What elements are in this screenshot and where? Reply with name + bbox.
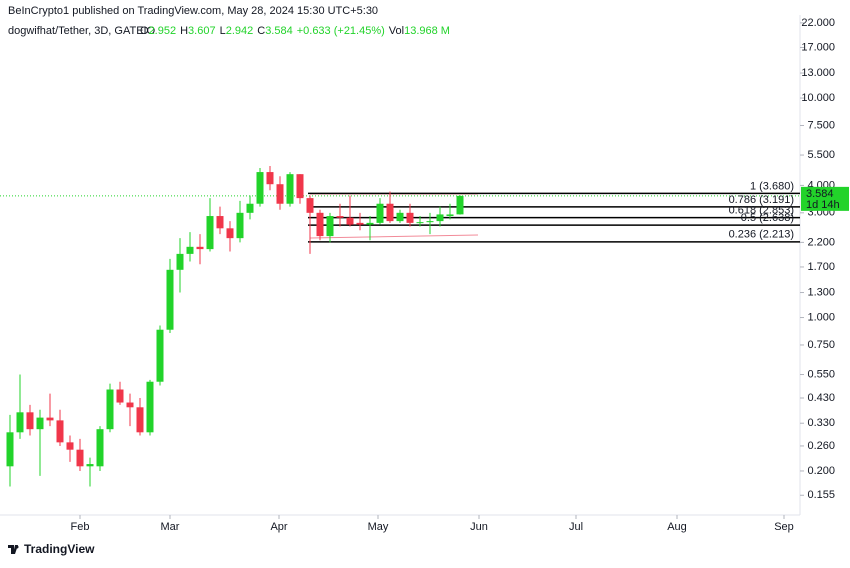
fib-label: 0.5 (2.638) <box>741 212 794 224</box>
ohlc-value: 2.952 <box>149 25 177 37</box>
change: +0.633 (+21.45%) <box>297 25 385 37</box>
y-tick-label: 0.200 <box>807 465 835 477</box>
candle-body <box>306 198 314 213</box>
publisher: BeInCrypto1 published on TradingView.com… <box>8 5 378 17</box>
candle-body <box>376 203 384 223</box>
x-tick-label: Mar <box>161 521 180 533</box>
y-tick-label: 1.000 <box>807 311 835 323</box>
candle-body <box>46 417 54 421</box>
candle-body <box>386 203 394 222</box>
candle-body <box>76 449 84 467</box>
y-tick-label: 1.700 <box>807 261 835 273</box>
candle-body <box>116 389 124 403</box>
fib-label: 0.618 (2.853) <box>729 205 794 217</box>
candle-body <box>236 212 244 239</box>
candle-body <box>246 203 254 213</box>
ohlc-value: 3.584 <box>265 25 293 37</box>
candle-body <box>96 429 104 467</box>
ohlc-value: 3.607 <box>188 25 216 37</box>
candle-body <box>416 222 424 224</box>
y-tick-label: 0.155 <box>807 489 835 501</box>
candle-body <box>106 389 114 430</box>
y-tick-label: 0.550 <box>807 368 835 380</box>
trend-line <box>309 234 479 239</box>
y-tick-label: 13.000 <box>801 67 835 79</box>
candle-body <box>196 246 204 250</box>
fib-label: 0.236 (2.213) <box>729 229 794 241</box>
candle-body <box>366 222 374 225</box>
y-tick-label: 7.500 <box>807 119 835 131</box>
candle-body <box>436 214 444 222</box>
y-tick-label: 0.330 <box>807 417 835 429</box>
logo <box>8 545 19 554</box>
candle-body <box>296 174 304 199</box>
x-tick-label: Jun <box>470 521 488 533</box>
candle-body <box>396 212 404 222</box>
ohlc-key: C <box>257 25 265 37</box>
price-box <box>801 186 849 211</box>
fib-label: 0.786 (3.191) <box>729 194 794 206</box>
y-tick-label: 0.750 <box>807 339 835 351</box>
y-tick-label: 0.430 <box>807 392 835 404</box>
candle-body <box>456 195 464 215</box>
candle-body <box>166 269 174 330</box>
candle-body <box>316 212 324 237</box>
ohlc-key: L <box>220 25 226 37</box>
candle-body <box>136 407 144 433</box>
y-tick-label: 5.500 <box>807 149 835 161</box>
candle-body <box>356 222 364 225</box>
candle-body <box>216 216 224 229</box>
y-tick-label: 17.000 <box>801 41 835 53</box>
countdown: 1d 14h <box>806 199 840 211</box>
ohlc-legend: O2.952 H3.607 L2.942 C3.584 +0.633 (+21.45%)… <box>140 25 450 37</box>
brand: TradingView <box>24 542 95 556</box>
y-tick-label: 2.200 <box>807 236 835 248</box>
x-tick-label: Aug <box>667 521 687 533</box>
candle-body <box>156 329 164 382</box>
candle-body <box>146 381 154 433</box>
y-tick-label: 0.260 <box>807 440 835 452</box>
candle-body <box>36 417 44 430</box>
price-label: 3.584 <box>806 188 834 200</box>
candle-body <box>66 442 74 450</box>
candle-body <box>326 216 334 237</box>
volume-key: Vol <box>389 25 404 37</box>
ohlc-key: O <box>140 25 149 37</box>
x-tick-label: Sep <box>774 521 794 533</box>
symbol: dogwifhat/Tether, 3D, GATEIO <box>8 25 156 37</box>
x-tick-label: Jul <box>569 521 583 533</box>
candle-body <box>266 172 274 185</box>
ohlc-key: H <box>180 25 188 37</box>
y-tick-label: 1.300 <box>807 286 835 298</box>
candle-body <box>6 432 14 467</box>
candle-body <box>56 420 64 443</box>
candle-body <box>26 412 34 430</box>
candle-body <box>16 412 24 433</box>
candle-body <box>86 464 94 467</box>
candle-body <box>446 214 454 217</box>
volume: 13.968 M <box>404 25 450 37</box>
candle-body <box>346 217 354 225</box>
candle-body <box>406 212 414 223</box>
candle-body <box>276 184 284 204</box>
x-tick-label: Apr <box>270 521 287 533</box>
candle-body <box>286 174 294 204</box>
candle-body <box>256 172 264 204</box>
ohlc-value: 2.942 <box>226 25 254 37</box>
candle-body <box>426 221 434 223</box>
candle-body <box>186 246 194 254</box>
candle-body <box>226 228 234 239</box>
fib-label: 1 (3.680) <box>750 180 794 192</box>
y-tick-label: 10.000 <box>801 92 835 104</box>
candle-body <box>176 253 184 270</box>
x-tick-label: Feb <box>71 521 90 533</box>
x-tick-label: May <box>368 521 389 533</box>
y-tick-label: 22.000 <box>801 17 835 29</box>
candle-body <box>206 216 214 250</box>
candle-body <box>126 402 134 408</box>
candle-body <box>336 216 344 218</box>
